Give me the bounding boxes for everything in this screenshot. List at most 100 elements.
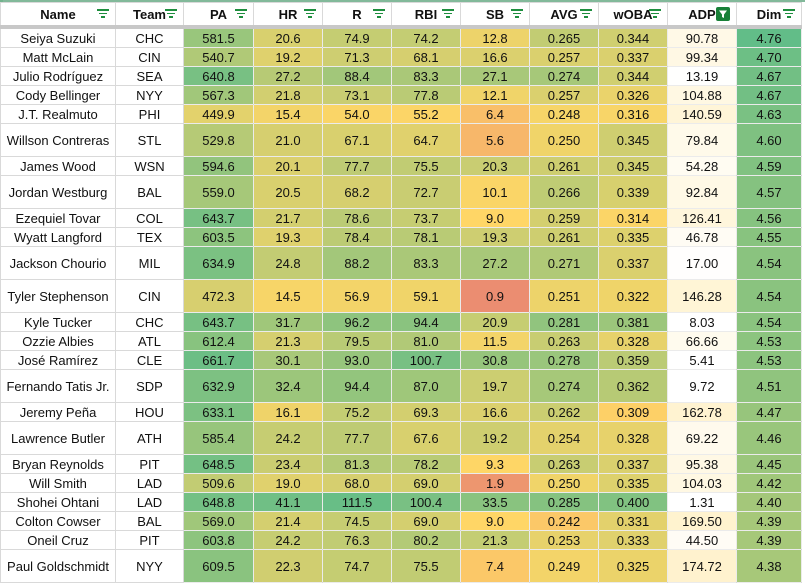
cell-avg[interactable]: 0.271 [529, 246, 599, 280]
cell-adp[interactable]: 69.22 [667, 421, 737, 455]
cell-woba[interactable]: 0.326 [598, 85, 668, 105]
cell-adp[interactable]: 104.03 [667, 473, 737, 493]
cell-adp[interactable]: 46.78 [667, 227, 737, 247]
cell-name[interactable]: Matt McLain [0, 47, 116, 67]
cell-dim[interactable]: 4.63 [736, 104, 802, 124]
cell-pa[interactable]: 640.8 [183, 66, 254, 86]
cell-team[interactable]: BAL [115, 175, 184, 209]
cell-hr[interactable]: 21.7 [253, 208, 323, 228]
cell-adp[interactable]: 1.31 [667, 492, 737, 512]
cell-dim[interactable]: 4.54 [736, 279, 802, 313]
column-header-hr[interactable]: HR [253, 2, 323, 29]
cell-adp[interactable]: 17.00 [667, 246, 737, 280]
cell-dim[interactable]: 4.67 [736, 85, 802, 105]
cell-sb[interactable]: 6.4 [460, 104, 530, 124]
cell-sb[interactable]: 1.9 [460, 473, 530, 493]
cell-team[interactable]: CHC [115, 26, 184, 48]
column-header-dim[interactable]: Dim [736, 2, 802, 29]
cell-team[interactable]: ATH [115, 421, 184, 455]
cell-dim[interactable]: 4.60 [736, 123, 802, 157]
cell-dim[interactable]: 4.57 [736, 175, 802, 209]
cell-team[interactable]: HOU [115, 402, 184, 422]
filter-icon[interactable] [511, 9, 523, 19]
cell-avg[interactable]: 0.242 [529, 511, 599, 531]
cell-dim[interactable]: 4.76 [736, 26, 802, 48]
cell-r[interactable]: 76.3 [322, 530, 392, 550]
cell-pa[interactable]: 643.7 [183, 312, 254, 332]
cell-avg[interactable]: 0.257 [529, 47, 599, 67]
cell-woba[interactable]: 0.328 [598, 331, 668, 351]
cell-woba[interactable]: 0.344 [598, 26, 668, 48]
cell-team[interactable]: CHC [115, 312, 184, 332]
cell-r[interactable]: 96.2 [322, 312, 392, 332]
cell-rbi[interactable]: 77.8 [391, 85, 461, 105]
cell-team[interactable]: SEA [115, 66, 184, 86]
cell-adp[interactable]: 140.59 [667, 104, 737, 124]
cell-rbi[interactable]: 68.1 [391, 47, 461, 67]
cell-avg[interactable]: 0.251 [529, 279, 599, 313]
cell-r[interactable]: 74.9 [322, 26, 392, 48]
cell-pa[interactable]: 643.7 [183, 208, 254, 228]
cell-dim[interactable]: 4.67 [736, 66, 802, 86]
filter-icon[interactable] [580, 9, 592, 19]
cell-sb[interactable]: 11.5 [460, 331, 530, 351]
cell-hr[interactable]: 20.1 [253, 156, 323, 176]
column-header-name[interactable]: Name [0, 2, 116, 29]
cell-name[interactable]: Lawrence Butler [0, 421, 116, 455]
cell-r[interactable]: 74.5 [322, 511, 392, 531]
cell-r[interactable]: 68.0 [322, 473, 392, 493]
cell-r[interactable]: 74.7 [322, 549, 392, 583]
cell-hr[interactable]: 41.1 [253, 492, 323, 512]
cell-sb[interactable]: 19.3 [460, 227, 530, 247]
cell-woba[interactable]: 0.322 [598, 279, 668, 313]
cell-woba[interactable]: 0.328 [598, 421, 668, 455]
cell-rbi[interactable]: 83.3 [391, 246, 461, 280]
cell-dim[interactable]: 4.39 [736, 530, 802, 550]
cell-adp[interactable]: 5.41 [667, 350, 737, 370]
filter-icon[interactable] [373, 9, 385, 19]
cell-sb[interactable]: 27.1 [460, 66, 530, 86]
cell-woba[interactable]: 0.344 [598, 66, 668, 86]
cell-rbi[interactable]: 80.2 [391, 530, 461, 550]
cell-rbi[interactable]: 55.2 [391, 104, 461, 124]
cell-team[interactable]: CIN [115, 47, 184, 67]
cell-hr[interactable]: 23.4 [253, 454, 323, 474]
cell-sb[interactable]: 20.9 [460, 312, 530, 332]
cell-dim[interactable]: 4.38 [736, 549, 802, 583]
cell-woba[interactable]: 0.400 [598, 492, 668, 512]
cell-pa[interactable]: 449.9 [183, 104, 254, 124]
cell-sb[interactable]: 12.8 [460, 26, 530, 48]
cell-hr[interactable]: 14.5 [253, 279, 323, 313]
filter-icon[interactable] [97, 9, 109, 19]
cell-sb[interactable]: 33.5 [460, 492, 530, 512]
cell-r[interactable]: 73.1 [322, 85, 392, 105]
cell-rbi[interactable]: 100.4 [391, 492, 461, 512]
cell-rbi[interactable]: 78.2 [391, 454, 461, 474]
cell-r[interactable]: 111.5 [322, 492, 392, 512]
cell-team[interactable]: ATL [115, 331, 184, 351]
cell-rbi[interactable]: 67.6 [391, 421, 461, 455]
cell-hr[interactable]: 20.6 [253, 26, 323, 48]
cell-name[interactable]: Seiya Suzuki [0, 26, 116, 48]
cell-pa[interactable]: 632.9 [183, 369, 254, 403]
cell-avg[interactable]: 0.253 [529, 530, 599, 550]
cell-r[interactable]: 81.3 [322, 454, 392, 474]
cell-dim[interactable]: 4.54 [736, 246, 802, 280]
cell-sb[interactable]: 0.9 [460, 279, 530, 313]
cell-name[interactable]: Wyatt Langford [0, 227, 116, 247]
cell-hr[interactable]: 21.0 [253, 123, 323, 157]
cell-pa[interactable]: 603.8 [183, 530, 254, 550]
cell-pa[interactable]: 648.8 [183, 492, 254, 512]
cell-r[interactable]: 88.4 [322, 66, 392, 86]
cell-hr[interactable]: 16.1 [253, 402, 323, 422]
cell-sb[interactable]: 19.2 [460, 421, 530, 455]
cell-team[interactable]: LAD [115, 492, 184, 512]
cell-name[interactable]: Cody Bellinger [0, 85, 116, 105]
cell-r[interactable]: 75.2 [322, 402, 392, 422]
cell-hr[interactable]: 27.2 [253, 66, 323, 86]
cell-dim[interactable]: 4.46 [736, 421, 802, 455]
cell-team[interactable]: PIT [115, 454, 184, 474]
cell-adp[interactable]: 9.72 [667, 369, 737, 403]
cell-name[interactable]: J.T. Realmuto [0, 104, 116, 124]
cell-adp[interactable]: 126.41 [667, 208, 737, 228]
